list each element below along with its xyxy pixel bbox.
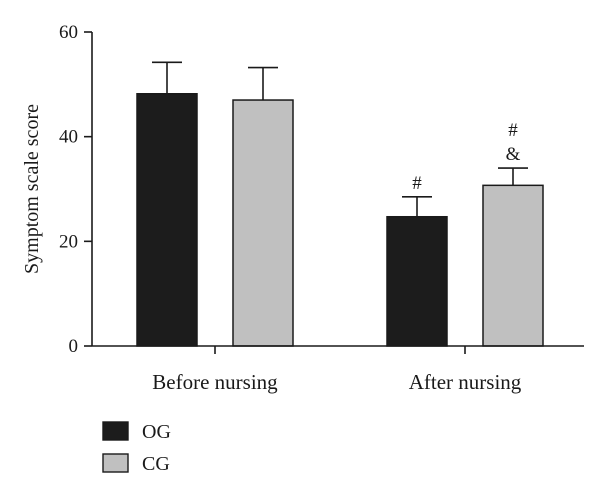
legend-label-og: OG <box>142 421 171 443</box>
x-tick-label-2: After nursing <box>409 370 522 394</box>
annotation-2-2: & <box>506 144 521 165</box>
bar-og-2 <box>386 215 448 347</box>
legend: OG CG <box>102 421 171 475</box>
axes-layer: 0 20 40 60 Before nursing After nursing <box>59 22 584 394</box>
y-tick-label-60: 60 <box>59 22 78 43</box>
bar-cg-1 <box>232 99 294 347</box>
plot-area: Symptom scale score # # & 0 20 40 60 Before nu… <box>21 22 584 394</box>
y-tick-label-40: 40 <box>59 127 78 148</box>
y-tick-label-0: 0 <box>69 336 79 357</box>
annotation-2-1: # <box>508 120 518 141</box>
legend-swatch-cg <box>102 453 129 473</box>
y-axis-title: Symptom scale score <box>21 104 43 274</box>
bar-cg-2 <box>482 184 544 347</box>
legend-label-cg: CG <box>142 453 170 475</box>
annotation-1-1: # <box>412 173 422 194</box>
y-tick-label-20: 20 <box>59 231 78 252</box>
bars-layer: # # & <box>136 61 544 347</box>
legend-swatch-og <box>102 421 129 441</box>
x-tick-label-1: Before nursing <box>152 370 278 394</box>
bar-og-1 <box>136 93 198 347</box>
